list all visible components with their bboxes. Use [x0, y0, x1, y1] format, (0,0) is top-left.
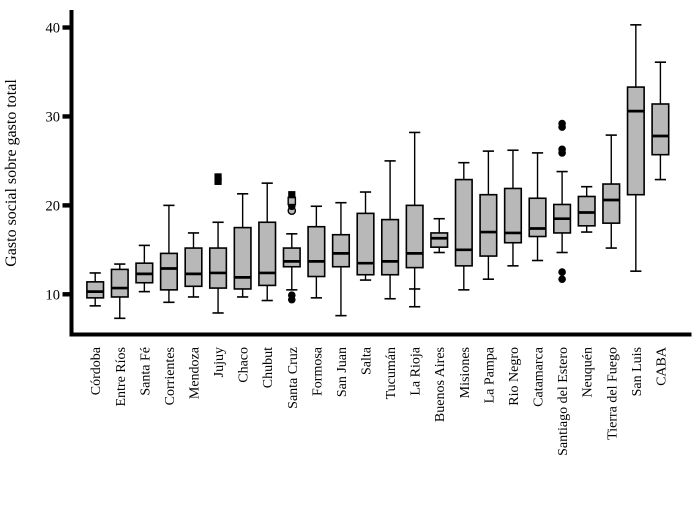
x-label-entre-rios: Entre Ríos [114, 347, 129, 407]
y-axis-spine [69, 10, 74, 337]
outlier-high-santa-cruz [287, 196, 297, 206]
box-corrientes [159, 252, 179, 291]
box-la-rioja [405, 204, 424, 269]
y-tick-label: 40 [46, 21, 61, 37]
box-tierra-del-fuego [602, 183, 621, 224]
outlier-low-santiago-del-estero [558, 275, 566, 283]
box-rio-negro [503, 187, 523, 244]
outlier-low-santa-cruz [287, 291, 296, 299]
y-tick [62, 292, 71, 297]
x-label-mendoza: Mendoza [187, 346, 202, 399]
x-label-salta: Salta [360, 346, 375, 375]
x-label-tierra-del-fuego: Tierra del Fuego [605, 347, 620, 440]
box-san-juan [331, 233, 351, 268]
y-tick-label: 10 [46, 287, 61, 303]
x-label-santa-fe: Santa Fé [138, 347, 153, 396]
box-chubut [258, 221, 277, 287]
box-la-pampa [479, 193, 498, 257]
outlier-high-santiago-del-estero [558, 145, 566, 154]
x-label-corrientes: Corrientes [163, 347, 178, 405]
x-label-chaco: Chaco [237, 347, 252, 383]
x-label-san-luis: San Luis [630, 347, 645, 396]
box-misiones [454, 178, 473, 267]
x-label-san-juan: San Juan [335, 347, 350, 397]
y-tick-label: 30 [46, 109, 61, 125]
y-tick [62, 203, 71, 208]
box-san-luis [626, 86, 645, 196]
x-label-santiago-del-estero: Santiago del Estero [556, 347, 571, 456]
box-formosa [307, 225, 326, 278]
outlier-high-santiago-del-estero [558, 119, 566, 128]
y-axis-title: Gasto social sobre gasto total [3, 79, 20, 267]
x-label-catamarca: Catamarca [532, 346, 547, 407]
x-label-la-rioja: La Rioja [409, 346, 424, 395]
x-label-misiones: Misiones [458, 347, 473, 398]
box-salta [356, 212, 375, 276]
x-label-neuquen: Neuquén [581, 347, 596, 398]
box-tucuman [380, 218, 400, 276]
x-axis-spine [69, 332, 692, 337]
x-label-cordoba: Córdoba [89, 346, 104, 395]
x-label-jujuy: Jujuy [212, 347, 227, 377]
outlier-high-jujuy [214, 173, 222, 181]
x-label-santa-cruz: Santa Cruz [286, 347, 301, 409]
box-caba [651, 103, 670, 156]
outlier-low-santiago-del-estero [558, 268, 566, 276]
box-chaco [233, 226, 252, 290]
outlier-high-santa-cruz [288, 191, 296, 199]
box-buenos-aires [430, 232, 449, 248]
y-tick [62, 25, 71, 30]
box-entre-rios [110, 268, 129, 298]
outlier-high-jujuy [214, 177, 222, 185]
x-label-tucuman: Tucumán [384, 347, 399, 399]
box-jujuy [208, 247, 228, 289]
box-catamarca [528, 197, 547, 238]
x-label-rio-negro: Rio Negro [507, 347, 522, 406]
x-label-buenos-aires: Buenos Aires [433, 347, 448, 422]
x-label-chubut: Chubut [261, 347, 276, 388]
chart-content: 10 20 30 40 Córdoba Entre Ríos Santa Fé Corrien… [46, 10, 692, 456]
x-label-formosa: Formosa [310, 346, 325, 396]
box-santa-cruz [282, 247, 301, 268]
y-tick [62, 114, 71, 119]
x-label-caba: CABA [654, 346, 669, 386]
y-tick-label: 20 [46, 198, 61, 214]
box-mendoza [184, 247, 203, 288]
box-cordoba [86, 281, 105, 299]
x-label-la-pampa: La Pampa [482, 346, 497, 403]
